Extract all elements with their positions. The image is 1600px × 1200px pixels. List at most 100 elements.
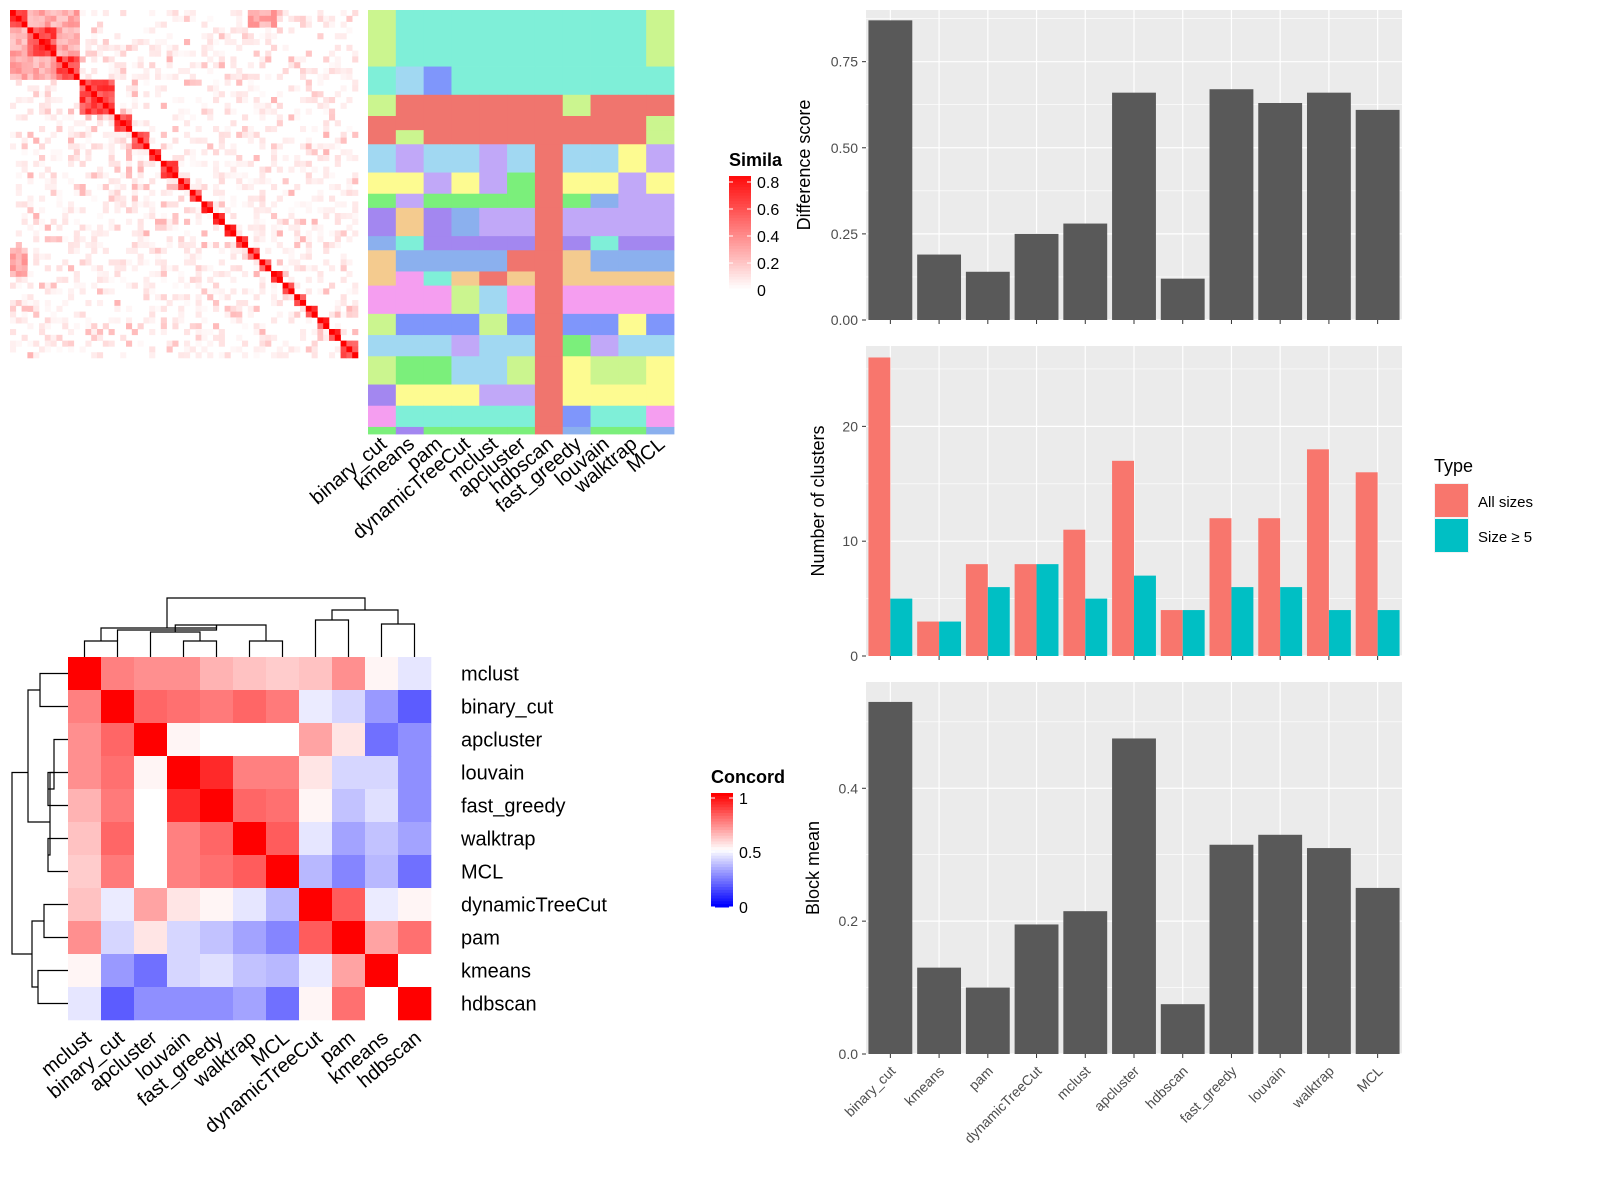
similarity-cell: [120, 172, 127, 179]
similarity-cell: [178, 352, 185, 359]
cluster-cell: [562, 144, 591, 173]
similarity-cell: [195, 184, 202, 191]
similarity-cell: [236, 230, 243, 237]
similarity-cell: [218, 143, 225, 150]
similarity-cell: [311, 97, 318, 104]
similarity-cell: [108, 120, 115, 127]
similarity-cell: [201, 21, 208, 28]
similarity-cell: [271, 184, 278, 191]
similarity-cell: [195, 340, 202, 347]
similarity-cell: [44, 33, 51, 40]
similarity-cell: [195, 265, 202, 272]
similarity-cell: [131, 184, 138, 191]
bar: [1112, 738, 1156, 1054]
concordance-cell: [200, 690, 234, 724]
similarity-cell: [33, 33, 40, 40]
similarity-cell: [27, 300, 34, 307]
cluster-cell: [646, 66, 675, 96]
similarity-cell: [276, 311, 283, 318]
similarity-cell: [334, 329, 341, 336]
similarity-cell: [276, 271, 283, 278]
similarity-cell: [85, 126, 92, 133]
cluster-cell: [368, 207, 397, 237]
similarity-cell: [15, 317, 22, 324]
cluster-cell: [395, 356, 425, 385]
similarity-cell: [271, 294, 278, 301]
similarity-cell: [311, 340, 318, 347]
cluster-cell: [590, 207, 619, 237]
cluster-cell: [479, 193, 508, 209]
cluster-cell: [618, 94, 647, 117]
similarity-cell: [340, 346, 347, 353]
similarity-cell: [149, 242, 156, 249]
similarity-cell: [91, 85, 98, 92]
similarity-cell: [68, 39, 75, 46]
similarity-cell: [126, 114, 133, 121]
cluster-cell: [562, 426, 591, 435]
similarity-cell: [27, 207, 34, 214]
cluster-cell: [507, 250, 536, 272]
similarity-cell: [311, 346, 318, 353]
similarity-cell: [143, 68, 150, 75]
similarity-cell: [143, 230, 150, 237]
similarity-cell: [172, 166, 179, 173]
similarity-cell: [207, 44, 214, 51]
similarity-cell: [242, 247, 249, 254]
similarity-cell: [340, 265, 347, 272]
similarity-cell: [120, 44, 127, 51]
bar: [1258, 834, 1303, 1054]
similarity-cell: [224, 207, 231, 214]
similarity-cell: [265, 265, 272, 272]
similarity-cell: [207, 114, 214, 121]
concordance-cell: [167, 723, 201, 757]
similarity-cell: [27, 323, 34, 330]
similarity-cell: [265, 259, 272, 266]
similarity-cell: [21, 317, 28, 324]
similarity-cell: [253, 207, 260, 214]
similarity-cell: [160, 294, 167, 301]
left-dendrogram-branch: [37, 969, 68, 1005]
legend-gradient-step: [711, 852, 733, 857]
similarity-cell: [120, 276, 127, 283]
cluster-cell: [590, 66, 619, 96]
similarity-cell: [50, 334, 57, 341]
similarity-cell: [15, 201, 22, 208]
similarity-cell: [44, 334, 51, 341]
similarity-cell: [85, 155, 92, 162]
similarity-cell: [329, 282, 336, 289]
similarity-cell: [21, 213, 28, 220]
similarity-cell: [39, 44, 46, 51]
similarity-cell: [85, 50, 92, 57]
cluster-cell: [618, 405, 647, 428]
similarity-cell: [334, 201, 341, 208]
similarity-cell: [155, 172, 162, 179]
similarity-cell: [224, 172, 231, 179]
similarity-cell: [155, 218, 162, 225]
similarity-cell: [288, 27, 295, 34]
cluster-cell: [368, 130, 397, 145]
similarity-cell: [334, 242, 341, 249]
similarity-cell: [33, 340, 40, 347]
similarity-cell: [172, 178, 179, 185]
similarity-cell: [253, 271, 260, 278]
similarity-cell: [323, 97, 330, 104]
similarity-cell: [33, 21, 40, 28]
bar-all-sizes: [1063, 529, 1086, 656]
cluster-cell: [451, 335, 480, 357]
similarity-cell: [323, 131, 330, 138]
similarity-cell: [294, 108, 301, 115]
cluster-cell: [423, 116, 452, 131]
similarity-cell: [10, 10, 17, 17]
legend-gradient-step: [711, 855, 733, 860]
concordance-dendrograms: [11, 597, 416, 1005]
similarity-cell: [44, 68, 51, 75]
similarity-cell: [114, 137, 121, 144]
similarity-cell: [189, 79, 196, 86]
similarity-cell: [33, 44, 40, 51]
similarity-cell: [50, 178, 57, 185]
similarity-cell: [143, 276, 150, 283]
similarity-cell: [178, 15, 185, 22]
bar-size-ge-5: [987, 587, 1010, 656]
similarity-cell: [184, 300, 191, 307]
similarity-cell: [44, 178, 51, 185]
